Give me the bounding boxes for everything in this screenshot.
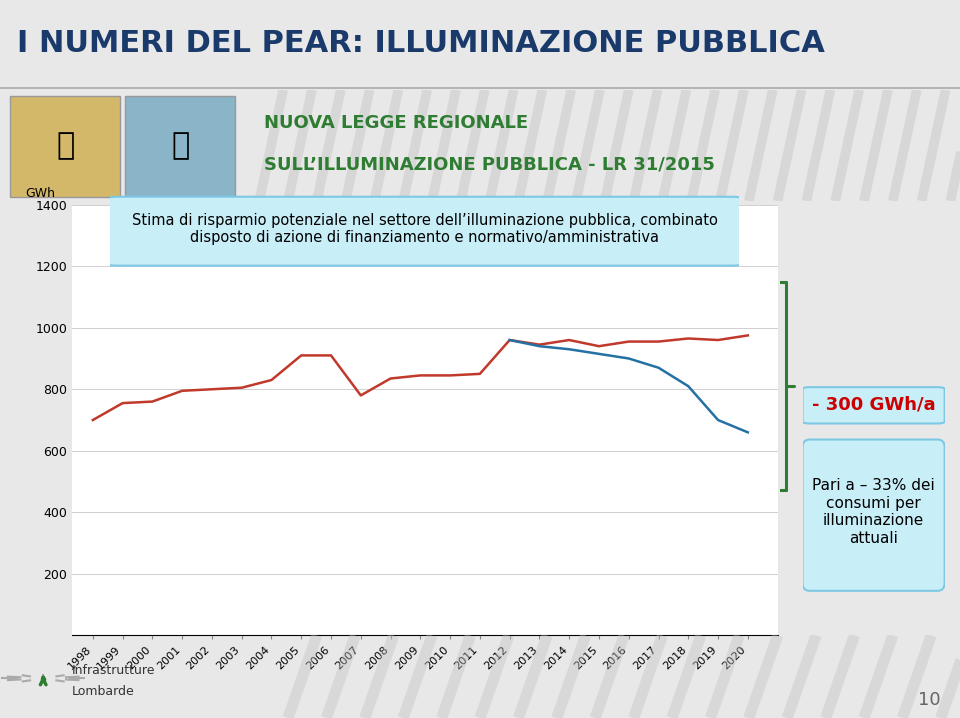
Text: I NUMERI DEL PEAR: ILLUMINAZIONE PUBBLICA: I NUMERI DEL PEAR: ILLUMINAZIONE PUBBLIC… [17,29,826,57]
Text: 🏛: 🏛 [56,131,75,160]
FancyBboxPatch shape [10,96,120,197]
Text: - 300 GWh/a: - 300 GWh/a [812,396,935,414]
Text: 🏙: 🏙 [171,131,190,160]
FancyBboxPatch shape [108,197,742,266]
Text: 10: 10 [918,691,941,709]
FancyBboxPatch shape [803,387,945,424]
Text: Stima di risparmio potenziale nel settore dell’illuminazione pubblica, combinato: Stima di risparmio potenziale nel settor… [132,213,718,246]
Text: Infrastrutture: Infrastrutture [72,663,156,676]
FancyBboxPatch shape [803,439,945,591]
FancyBboxPatch shape [125,96,235,197]
Text: SULL’ILLUMINAZIONE PUBBLICA - LR 31/2015: SULL’ILLUMINAZIONE PUBBLICA - LR 31/2015 [264,155,715,173]
Text: Pari a – 33% dei
consumi per
illuminazione
attuali: Pari a – 33% dei consumi per illuminazio… [812,478,935,546]
Text: NUOVA LEGGE REGIONALE: NUOVA LEGGE REGIONALE [264,114,528,132]
Text: Lombarde: Lombarde [72,685,134,698]
Y-axis label: GWh: GWh [25,187,56,200]
